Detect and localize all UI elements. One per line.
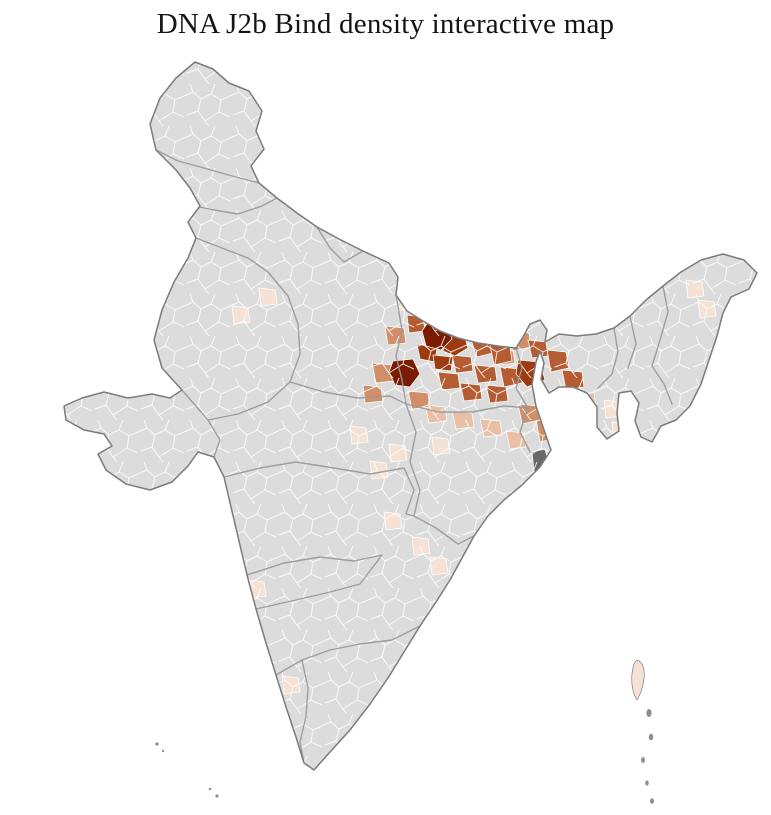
island[interactable] xyxy=(646,709,652,717)
lakshadweep-islands xyxy=(155,742,219,798)
island[interactable] xyxy=(215,794,219,798)
island[interactable] xyxy=(648,733,654,741)
island[interactable] xyxy=(208,787,212,791)
island[interactable] xyxy=(631,659,645,701)
state-borders xyxy=(155,149,673,764)
island[interactable] xyxy=(155,742,159,746)
island[interactable] xyxy=(650,798,654,804)
island[interactable] xyxy=(645,780,649,786)
island[interactable] xyxy=(161,749,165,753)
page-title: DNA J2b Bind density interactive map xyxy=(156,8,615,40)
andaman-nicobar-islands xyxy=(631,659,654,804)
district[interactable] xyxy=(215,683,235,703)
island[interactable] xyxy=(641,757,645,763)
district[interactable] xyxy=(460,319,482,342)
district[interactable] xyxy=(225,641,245,661)
district[interactable] xyxy=(245,655,265,675)
district[interactable] xyxy=(233,609,253,629)
